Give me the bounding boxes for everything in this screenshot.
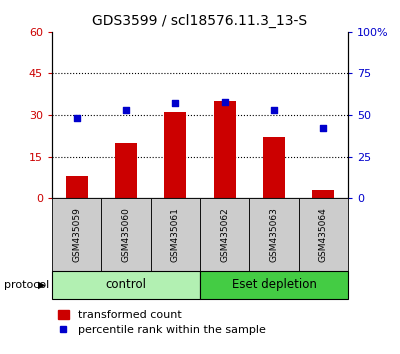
Bar	[263, 137, 285, 198]
Text: GSM435059: GSM435059	[72, 207, 81, 262]
Text: GSM435060: GSM435060	[122, 207, 130, 262]
Title: GDS3599 / scl18576.11.3_13-S: GDS3599 / scl18576.11.3_13-S	[92, 14, 308, 28]
Point	[74, 115, 80, 121]
Bar	[164, 112, 186, 198]
Bar	[115, 143, 137, 198]
Point	[271, 107, 277, 113]
Point	[172, 101, 178, 106]
Bar	[312, 190, 334, 198]
Bar	[249, 198, 299, 271]
Bar	[101, 198, 151, 271]
Text: GSM435064: GSM435064	[319, 207, 328, 262]
Text: control: control	[106, 279, 146, 291]
Text: protocol: protocol	[4, 280, 49, 290]
Bar	[52, 198, 101, 271]
Text: Eset depletion: Eset depletion	[232, 279, 316, 291]
Text: GSM435063: GSM435063	[270, 207, 278, 262]
Bar	[151, 198, 200, 271]
Text: GSM435061: GSM435061	[171, 207, 180, 262]
Bar	[66, 176, 88, 198]
Bar	[299, 198, 348, 271]
Point	[123, 107, 129, 113]
Legend: transformed count, percentile rank within the sample: transformed count, percentile rank withi…	[58, 310, 266, 335]
Text: ▶: ▶	[38, 280, 46, 290]
Bar	[200, 271, 348, 299]
Text: GSM435062: GSM435062	[220, 207, 229, 262]
Bar	[214, 101, 236, 198]
Point	[222, 99, 228, 104]
Point	[320, 126, 326, 131]
Bar	[52, 271, 200, 299]
Bar	[200, 198, 249, 271]
